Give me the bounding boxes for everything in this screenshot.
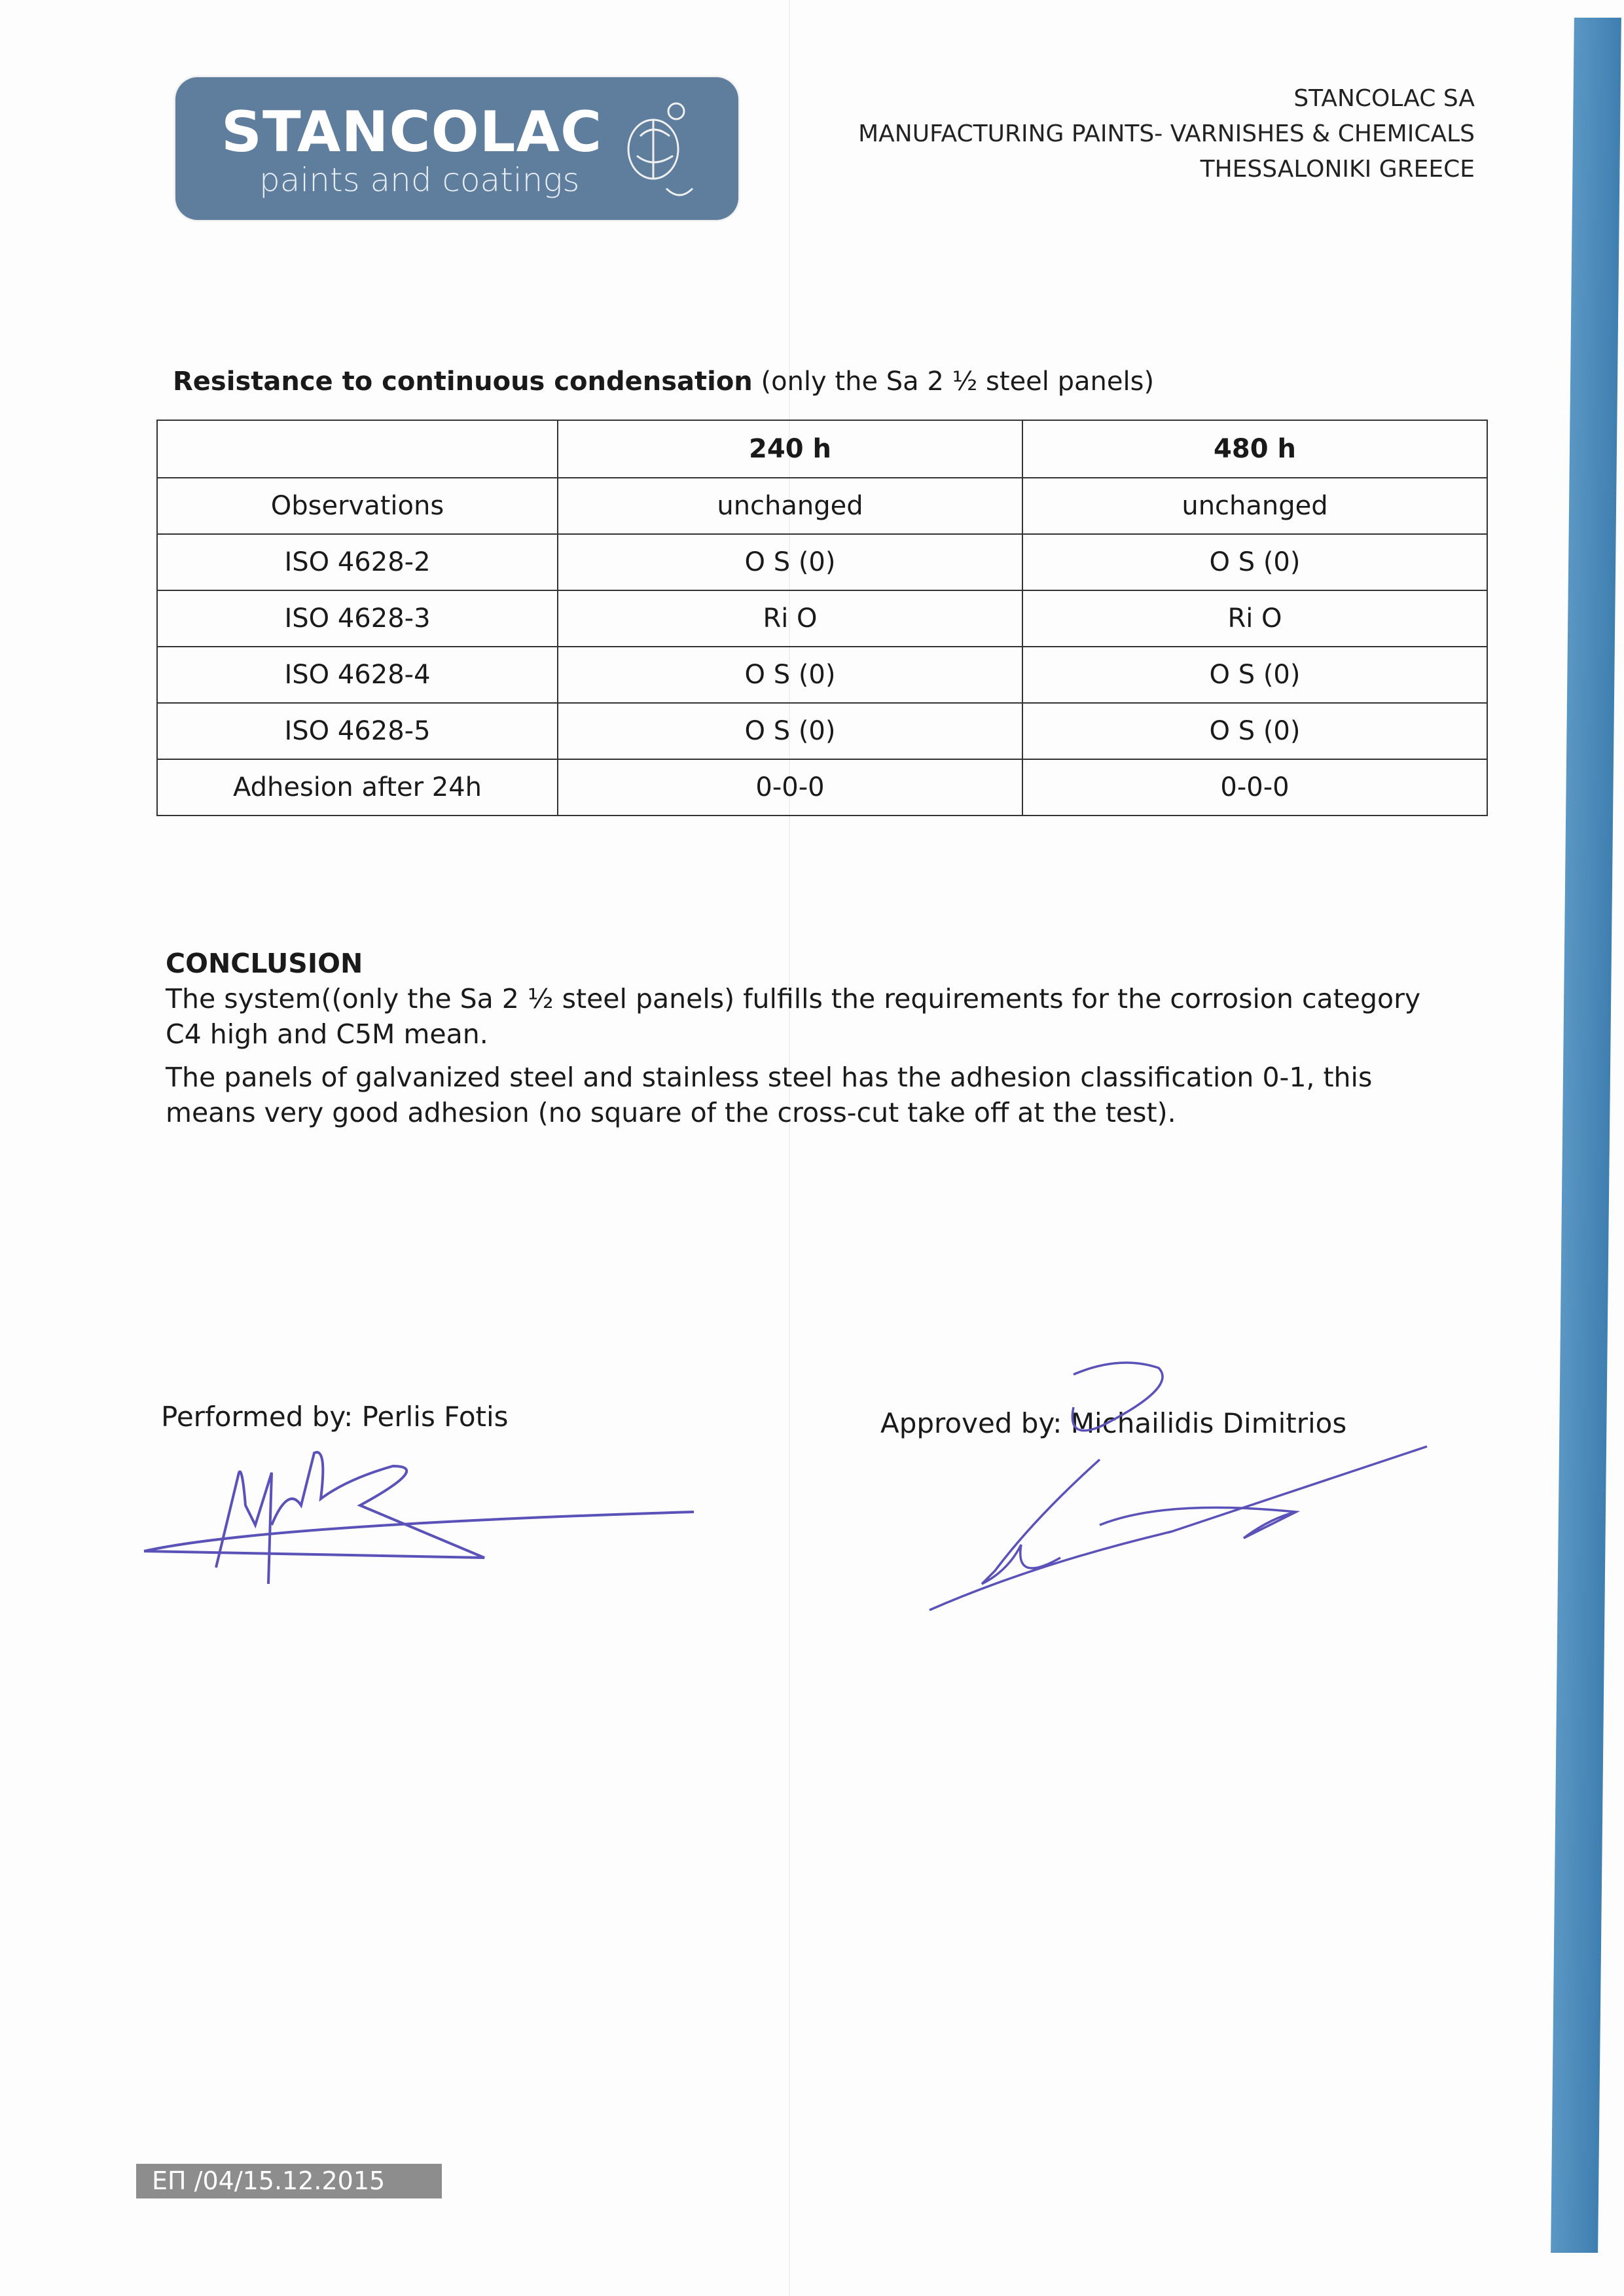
stancolac-logo: STANCOLAC paints and coatings	[175, 77, 738, 220]
section-title: Resistance to continuous condensation (o…	[173, 367, 1154, 397]
cell: O S (0)	[1022, 702, 1488, 760]
cell: Ri O	[557, 590, 1023, 647]
conclusion-paragraph-1: The system((only the Sa 2 ½ steel panels…	[166, 983, 1421, 1050]
table-row: ISO 4628-5 O S (0) O S (0)	[156, 702, 1488, 760]
performed-by: Performed by: Perlis Fotis	[161, 1401, 509, 1433]
table-row: Observations unchanged unchanged	[156, 477, 1488, 535]
logo-tagline: paints and coatings	[259, 161, 580, 199]
header-cell: 480 h	[1022, 420, 1488, 478]
scan-fold-line	[789, 0, 790, 2296]
logo-brand: STANCOLAC	[221, 99, 603, 165]
cell: 0-0-0	[557, 759, 1023, 816]
conclusion-heading: CONCLUSION	[166, 948, 363, 979]
row-label: ISO 4628-5	[156, 702, 558, 760]
document-code-footer: ΕΠ /04/15.12.2015	[136, 2164, 442, 2198]
row-label: ISO 4628-3	[156, 590, 558, 647]
header-cell	[156, 420, 558, 478]
signature-perlis	[143, 1450, 695, 1585]
turtle-icon	[627, 102, 694, 196]
table-row: ISO 4628-4 O S (0) O S (0)	[156, 646, 1488, 704]
cell: Ri O	[1022, 590, 1488, 647]
signature-michailidis	[929, 1361, 1428, 1611]
table-row: ISO 4628-2 O S (0) O S (0)	[156, 533, 1488, 591]
cell: unchanged	[1022, 477, 1488, 535]
row-label: ISO 4628-2	[156, 533, 558, 591]
conclusion-paragraph-2: The panels of galvanized steel and stain…	[166, 1062, 1373, 1128]
cell: O S (0)	[557, 702, 1023, 760]
cell: 0-0-0	[1022, 759, 1488, 816]
header-cell: 240 h	[557, 420, 1023, 478]
results-table: 240 h 480 h Observations unchanged unchang…	[156, 420, 1488, 816]
side-stripe	[1551, 18, 1621, 2253]
company-location: THESSALONIKI GREECE	[1200, 156, 1475, 183]
conclusion: CONCLUSION The system((only the Sa 2 ½ s…	[166, 946, 1475, 1130]
company-name: STANCOLAC SA	[1293, 85, 1475, 112]
cell: O S (0)	[557, 646, 1023, 704]
table-row: ISO 4628-3 Ri O Ri O	[156, 590, 1488, 647]
cell: O S (0)	[1022, 533, 1488, 591]
cell: unchanged	[557, 477, 1023, 535]
table-row: Adhesion after 24h 0-0-0 0-0-0	[156, 759, 1488, 816]
row-label: Adhesion after 24h	[156, 759, 558, 816]
row-label: Observations	[156, 477, 558, 535]
section-title-bold: Resistance to continuous condensation	[173, 367, 753, 397]
section-title-rest: (only the Sa 2 ½ steel panels)	[752, 367, 1155, 397]
document-code: ΕΠ /04/15.12.2015	[152, 2166, 386, 2195]
row-label: ISO 4628-4	[156, 646, 558, 704]
cell: O S (0)	[557, 533, 1023, 591]
approved-by: Approved by: Michailidis Dimitrios	[880, 1407, 1347, 1439]
table-header-row: 240 h 480 h	[156, 420, 1488, 478]
cell: O S (0)	[1022, 646, 1488, 704]
company-activity: MANUFACTURING PAINTS- VARNISHES & CHEMIC…	[858, 120, 1475, 147]
